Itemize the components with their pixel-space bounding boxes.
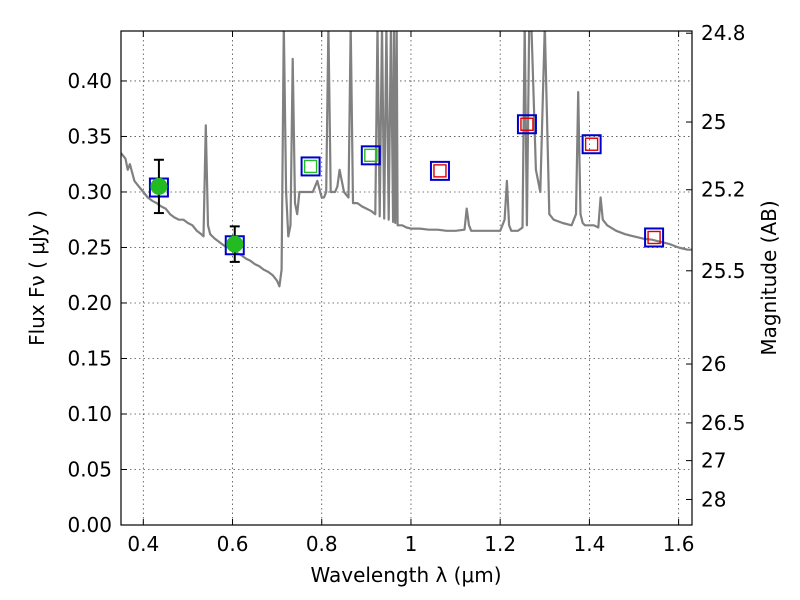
y-axis-left: 0.00 0.05 0.10 0.15 0.20 0.25 0.30 0.35 0.40 (67, 69, 127, 537)
plot-content (121, 31, 692, 288)
model-photometry-box (516, 114, 537, 135)
grid-lines (121, 31, 692, 525)
y2-tick-label: 24.8 (701, 21, 746, 45)
model-photometry-inner-box (584, 137, 599, 151)
y2-tick-label: 28 (701, 487, 726, 511)
y-tick-label: 0.05 (67, 457, 112, 481)
x-tick-label: 0.6 (217, 532, 249, 556)
model-photometry-box (644, 227, 665, 248)
observed-point (226, 235, 244, 253)
y2-tick-label: 25.5 (701, 259, 746, 283)
y-tick-label: 0.30 (67, 180, 112, 204)
model-photometry-box (581, 134, 602, 155)
model-spectrum-line (121, 31, 692, 288)
model-photometry-inner-box (647, 230, 661, 245)
model-photometry-inner-box (433, 164, 447, 178)
y-tick-label: 0.00 (67, 513, 112, 537)
y2-tick-label: 25 (701, 110, 726, 134)
y-tick-label: 0.35 (67, 124, 112, 148)
y2-tick-label: 26 (701, 352, 726, 376)
model-photometry-box (360, 145, 381, 166)
y-tick-label: 0.15 (67, 346, 112, 370)
y-tick-label: 0.25 (67, 235, 112, 259)
x-tick-label: 1.2 (484, 532, 516, 556)
x-tick-label: 0.8 (306, 532, 338, 556)
model-photometry-inner-box (303, 159, 318, 174)
x-axis-title: Wavelength λ (μm) (310, 563, 501, 587)
observed-point (150, 177, 168, 195)
y-tick-label: 0.10 (67, 402, 112, 426)
y-axis-right-title: Magnitude (AB) (757, 200, 781, 355)
y2-tick-label: 25.2 (701, 178, 746, 202)
x-tick-label: 0.4 (127, 532, 159, 556)
model-photometry-box (300, 156, 321, 177)
model-photometry-box (429, 160, 450, 181)
y-axis-title: Flux Fν ( μJy ) (25, 210, 49, 346)
y2-tick-label: 26.5 (701, 411, 746, 435)
x-axis: 0.4 0.6 0.8 1 1.2 1.4 1.6 (127, 31, 695, 556)
y-tick-label: 0.20 (67, 291, 112, 315)
x-tick-label: 1 (405, 532, 418, 556)
y-axis-right: 24.8 25 25.2 25.5 26 26.5 27 28 (686, 21, 746, 511)
plot-frame (120, 30, 693, 526)
x-tick-label: 1.4 (573, 532, 605, 556)
y-tick-label: 0.40 (67, 69, 112, 93)
x-tick-label: 1.6 (663, 532, 695, 556)
model-photometry-inner-box (364, 148, 378, 163)
y2-tick-label: 27 (701, 449, 726, 473)
model-photometry-inner-box (520, 117, 534, 131)
